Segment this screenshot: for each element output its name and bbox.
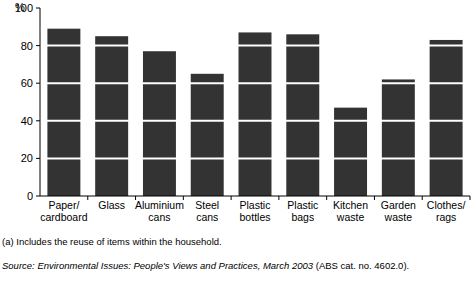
x-tick-label-line: bags [291, 211, 314, 223]
grid-line [40, 157, 470, 159]
x-tick [326, 196, 327, 200]
x-tick-label-line: waste [384, 211, 413, 223]
grid-line [40, 120, 470, 122]
chart: 0 20 40 60 80 100% Paper/cardboard Glass Alumini… [0, 0, 475, 288]
x-tick-label-line: Clothes/ [427, 199, 466, 211]
x-tick-label: Paper/cardboard [40, 199, 87, 223]
y-tick [36, 196, 40, 197]
y-tick [36, 158, 40, 159]
x-axis [40, 196, 470, 197]
x-tick-label-line: cans [196, 211, 218, 223]
x-tick [87, 196, 88, 200]
bar [430, 40, 463, 196]
note: (a) Includes the reuse of items within t… [2, 236, 222, 247]
y-axis-label: % [15, 1, 25, 13]
bar [143, 51, 176, 196]
x-tick-label-line: rags [436, 211, 456, 223]
y-tick-label: 20 [21, 152, 33, 164]
note-part: (ABS cat. no. 4602.0). [313, 260, 409, 271]
x-tick-label: Clothes/rags [427, 199, 466, 223]
x-tick [422, 196, 423, 200]
y-tick [36, 8, 40, 9]
bar [47, 29, 80, 196]
grid-line [40, 7, 470, 9]
x-tick-label-line: Plastic [287, 199, 318, 211]
x-tick-label-line: bottles [240, 211, 271, 223]
y-tick [36, 83, 40, 84]
x-tick-label-line: Paper/ [48, 199, 79, 211]
y-tick-label: 80 [21, 40, 33, 52]
x-tick-label-line: cans [148, 211, 170, 223]
bar [239, 32, 272, 196]
x-tick-label: Kitchenwaste [333, 199, 368, 223]
y-tick-label: 0 [27, 190, 33, 202]
bar [382, 79, 415, 196]
x-tick-label: Plasticbottles [240, 199, 271, 223]
x-tick-label-line: Plastic [240, 199, 271, 211]
x-tick [278, 196, 279, 200]
x-tick-label-line: cardboard [40, 211, 87, 223]
y-tick-label: 100 [15, 2, 33, 14]
x-tick-label: Gardenwaste [381, 199, 416, 223]
grid-line [40, 45, 470, 47]
x-tick-label-line: Kitchen [333, 199, 368, 211]
bars [47, 29, 462, 196]
x-tick [374, 196, 375, 200]
y-tick-label: 40 [21, 115, 33, 127]
x-tick-label: Steelcans [195, 199, 219, 223]
bar [191, 74, 224, 196]
x-tick-label-line: Aluminium [135, 199, 184, 211]
note: Source: Environmental Issues: People's V… [2, 260, 409, 271]
x-tick-label-line: waste [336, 211, 365, 223]
grid [40, 8, 470, 158]
x-tick-label-line: Garden [381, 199, 416, 211]
x-tick-label: Aluminiumcans [135, 199, 184, 223]
y-tick [36, 120, 40, 121]
y-tick-label: 60 [21, 77, 33, 89]
y-tick [36, 45, 40, 46]
note-part: Source: Environmental Issues: People's V… [2, 260, 314, 271]
x-tick-label: Glass [98, 199, 125, 211]
grid-line [40, 82, 470, 84]
x-tick-label-line: Steel [195, 199, 219, 211]
y-axis [40, 8, 41, 196]
x-tick-label: Plasticbags [287, 199, 318, 223]
x-tick [470, 196, 471, 200]
x-tick [231, 196, 232, 200]
bar [286, 34, 319, 196]
bar [95, 36, 128, 196]
x-tick-label-line: Glass [98, 199, 125, 211]
